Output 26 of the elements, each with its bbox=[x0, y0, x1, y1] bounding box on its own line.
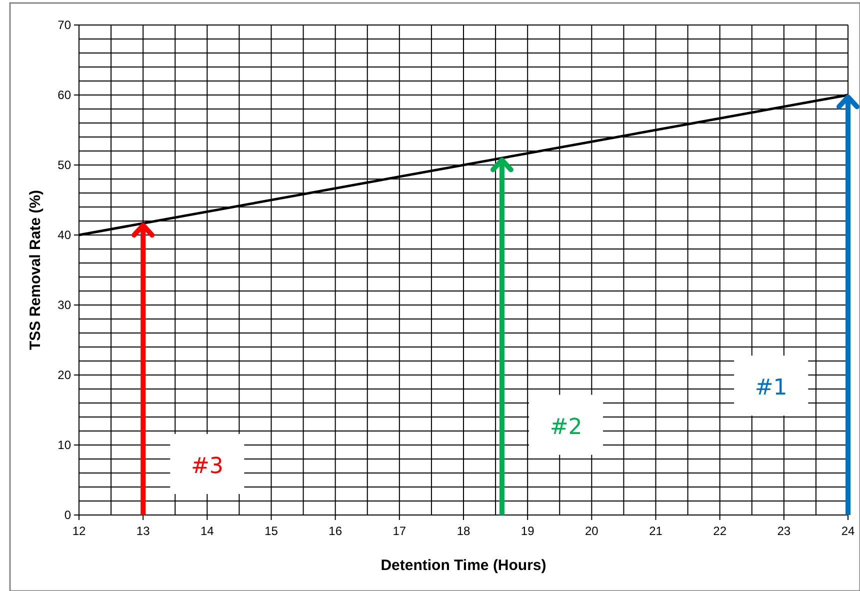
y-tick-label: 70 bbox=[58, 18, 72, 32]
annotation: #3 bbox=[190, 454, 224, 479]
x-tick-label: 13 bbox=[136, 524, 150, 538]
x-tick-label: 23 bbox=[777, 524, 791, 538]
y-tick-label: 20 bbox=[58, 368, 72, 382]
x-tick-label: 12 bbox=[72, 524, 86, 538]
y-tick-label: 40 bbox=[58, 228, 72, 242]
x-tick-label: 14 bbox=[200, 524, 214, 538]
y-axis-title: TSS Removal Rate (%) bbox=[27, 190, 44, 350]
x-tick-label: 21 bbox=[649, 524, 663, 538]
x-tick-label: 19 bbox=[520, 524, 535, 538]
x-axis-title: Detention Time (Hours) bbox=[380, 557, 546, 574]
x-tick-label: 24 bbox=[841, 524, 855, 538]
x-tick-label: 15 bbox=[264, 524, 278, 538]
annotation: #1 bbox=[754, 376, 788, 401]
x-tick-label: 20 bbox=[584, 524, 599, 538]
x-tick-label: 18 bbox=[456, 524, 470, 538]
x-tick-label: 16 bbox=[328, 524, 342, 538]
x-tick-label: 17 bbox=[392, 524, 406, 538]
y-tick-label: 10 bbox=[58, 438, 72, 452]
y-tick-label: 60 bbox=[58, 88, 72, 102]
y-tick-label: 30 bbox=[58, 298, 72, 312]
annotation: #2 bbox=[550, 414, 582, 440]
y-tick-label: 50 bbox=[58, 158, 72, 172]
x-tick-label: 22 bbox=[713, 524, 727, 538]
y-tick-label: 0 bbox=[64, 508, 72, 522]
